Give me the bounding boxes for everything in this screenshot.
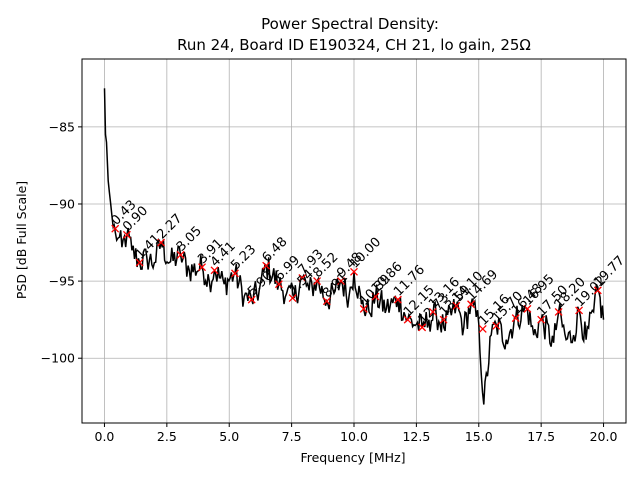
- peak-marker: [371, 292, 380, 301]
- x-tick-label: 0.0: [95, 429, 115, 444]
- peak-marker: [157, 238, 166, 247]
- peak-marker: [350, 267, 358, 276]
- y-axis-label: PSD [dB Full Scale]: [14, 181, 29, 299]
- peak-marker: [467, 300, 475, 309]
- peak-marker: [393, 295, 402, 304]
- y-ticks: −85 −90 −95 −100: [41, 119, 82, 366]
- x-tick-label: 10.0: [340, 429, 368, 444]
- grid-lines: [82, 59, 626, 423]
- peak-marker: [492, 321, 501, 330]
- peak-marker: [247, 295, 256, 304]
- peak-label: 19.77: [591, 253, 628, 290]
- peak-markers: [111, 224, 602, 333]
- peak-marker: [511, 314, 520, 323]
- peak-marker: [523, 304, 532, 313]
- x-tick-label: 17.5: [527, 429, 555, 444]
- peak-marker: [478, 324, 487, 333]
- chart-title-line2: Run 24, Board ID E190324, CH 21, lo gain…: [177, 36, 531, 54]
- peak-marker: [575, 306, 584, 315]
- plot-area: 0.430.901.412.273.053.914.415.235.906.48…: [103, 88, 628, 405]
- peak-marker: [403, 315, 412, 324]
- peak-marker: [359, 304, 368, 313]
- x-axis-label: Frequency [MHz]: [300, 450, 405, 465]
- peak-marker: [537, 315, 546, 324]
- peak-marker: [554, 307, 563, 316]
- peak-marker: [122, 230, 131, 239]
- peak-marker: [198, 263, 206, 272]
- peak-marker: [135, 258, 144, 267]
- x-ticks: 0.0 2.5 5.0 7.5 10.0 12.5 15.0 17.5 20.0: [95, 423, 618, 444]
- peak-marker: [274, 280, 283, 289]
- peak-marker: [593, 286, 602, 295]
- peak-marker: [418, 323, 427, 332]
- peak-marker: [439, 315, 448, 324]
- chart-title-line1: Power Spectral Density:: [261, 15, 439, 33]
- peak-marker: [452, 301, 461, 310]
- peak-marker: [231, 269, 239, 278]
- x-tick-label: 5.0: [219, 429, 239, 444]
- peak-marker: [111, 224, 120, 233]
- y-tick-label: −100: [41, 351, 75, 366]
- x-tick-label: 2.5: [157, 429, 177, 444]
- x-tick-label: 15.0: [465, 429, 493, 444]
- y-tick-label: −90: [49, 196, 75, 211]
- x-tick-label: 7.5: [282, 429, 302, 444]
- peak-marker: [298, 274, 307, 282]
- x-tick-label: 12.5: [402, 429, 430, 444]
- peak-marker: [322, 297, 331, 306]
- peak-marker: [288, 294, 297, 303]
- peak-marker: [210, 266, 219, 275]
- y-tick-label: −95: [49, 274, 75, 289]
- peak-marker: [337, 277, 345, 286]
- peak-marker: [313, 277, 322, 286]
- peak-marker: [428, 307, 437, 316]
- y-tick-label: −85: [49, 119, 75, 134]
- x-tick-label: 20.0: [590, 429, 618, 444]
- peak-marker: [262, 261, 271, 270]
- peak-marker: [176, 250, 185, 259]
